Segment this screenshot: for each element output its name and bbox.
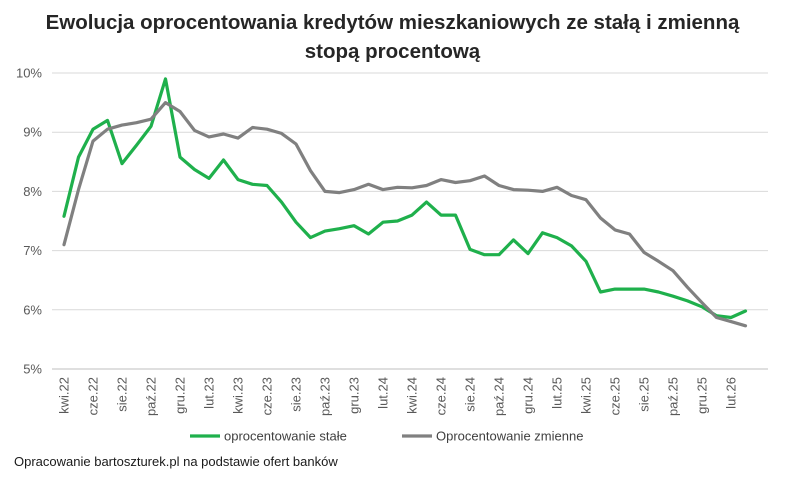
x-tick-label: kwi.25 xyxy=(579,377,594,414)
chart-title-line-1: Ewolucja oprocentowania kredytów mieszka… xyxy=(45,11,740,34)
y-tick-label: 7% xyxy=(23,243,42,258)
x-axis-ticks: kwi.22 cze.22 sie.22 paź.22 gru.22 lut.23 kwi.… xyxy=(57,377,739,416)
x-tick-label: sie.25 xyxy=(637,377,652,412)
x-tick-label: gru.24 xyxy=(521,377,536,414)
series-line-fixed-rate xyxy=(62,77,748,320)
x-tick-label: sie.22 xyxy=(115,377,130,412)
x-tick-label: paź.25 xyxy=(666,377,681,416)
x-tick-label: cze.25 xyxy=(608,377,623,415)
y-tick-label: 10% xyxy=(16,66,42,81)
y-tick-label: 9% xyxy=(23,125,42,140)
x-tick-label: lut.25 xyxy=(550,377,565,409)
series-line-variable-rate xyxy=(62,100,748,328)
x-tick-label: sie.23 xyxy=(289,377,304,412)
legend: oprocentowanie stałe Oprocentowanie zmien… xyxy=(190,429,583,444)
y-tick-label: 5% xyxy=(23,362,42,377)
x-tick-label: gru.25 xyxy=(695,377,710,414)
x-tick-label: lut.23 xyxy=(202,377,217,409)
x-tick-label: sie.24 xyxy=(463,377,478,412)
chart-title-line-2: stopą procentową xyxy=(304,40,481,63)
source-note: Opracowanie bartoszturek.pl na podstawie… xyxy=(14,454,338,469)
x-tick-label: cze.23 xyxy=(260,377,275,415)
x-tick-label: kwi.24 xyxy=(405,377,420,414)
y-axis-ticks: 5% 6% 7% 8% 9% 10% xyxy=(16,66,42,377)
y-tick-label: 6% xyxy=(23,302,42,317)
legend-label: Oprocentowanie zmienne xyxy=(436,429,583,444)
x-tick-label: kwi.22 xyxy=(57,377,72,414)
gridlines xyxy=(52,72,768,370)
x-tick-label: cze.22 xyxy=(86,377,101,415)
legend-label: oprocentowanie stałe xyxy=(224,429,347,444)
x-tick-label: cze.24 xyxy=(434,377,449,415)
y-tick-label: 8% xyxy=(23,184,42,199)
x-tick-label: lut.26 xyxy=(724,377,739,409)
series-lines xyxy=(62,77,748,328)
x-tick-label: kwi.23 xyxy=(231,377,246,414)
x-tick-label: paź.22 xyxy=(144,377,159,416)
chart-title: Ewolucja oprocentowania kredytów mieszka… xyxy=(0,8,785,66)
x-tick-label: paź.24 xyxy=(492,377,507,416)
x-tick-label: gru.23 xyxy=(347,377,362,414)
x-tick-label: gru.22 xyxy=(173,377,188,414)
x-tick-label: paź.23 xyxy=(318,377,333,416)
x-tick-label: lut.24 xyxy=(376,377,391,409)
